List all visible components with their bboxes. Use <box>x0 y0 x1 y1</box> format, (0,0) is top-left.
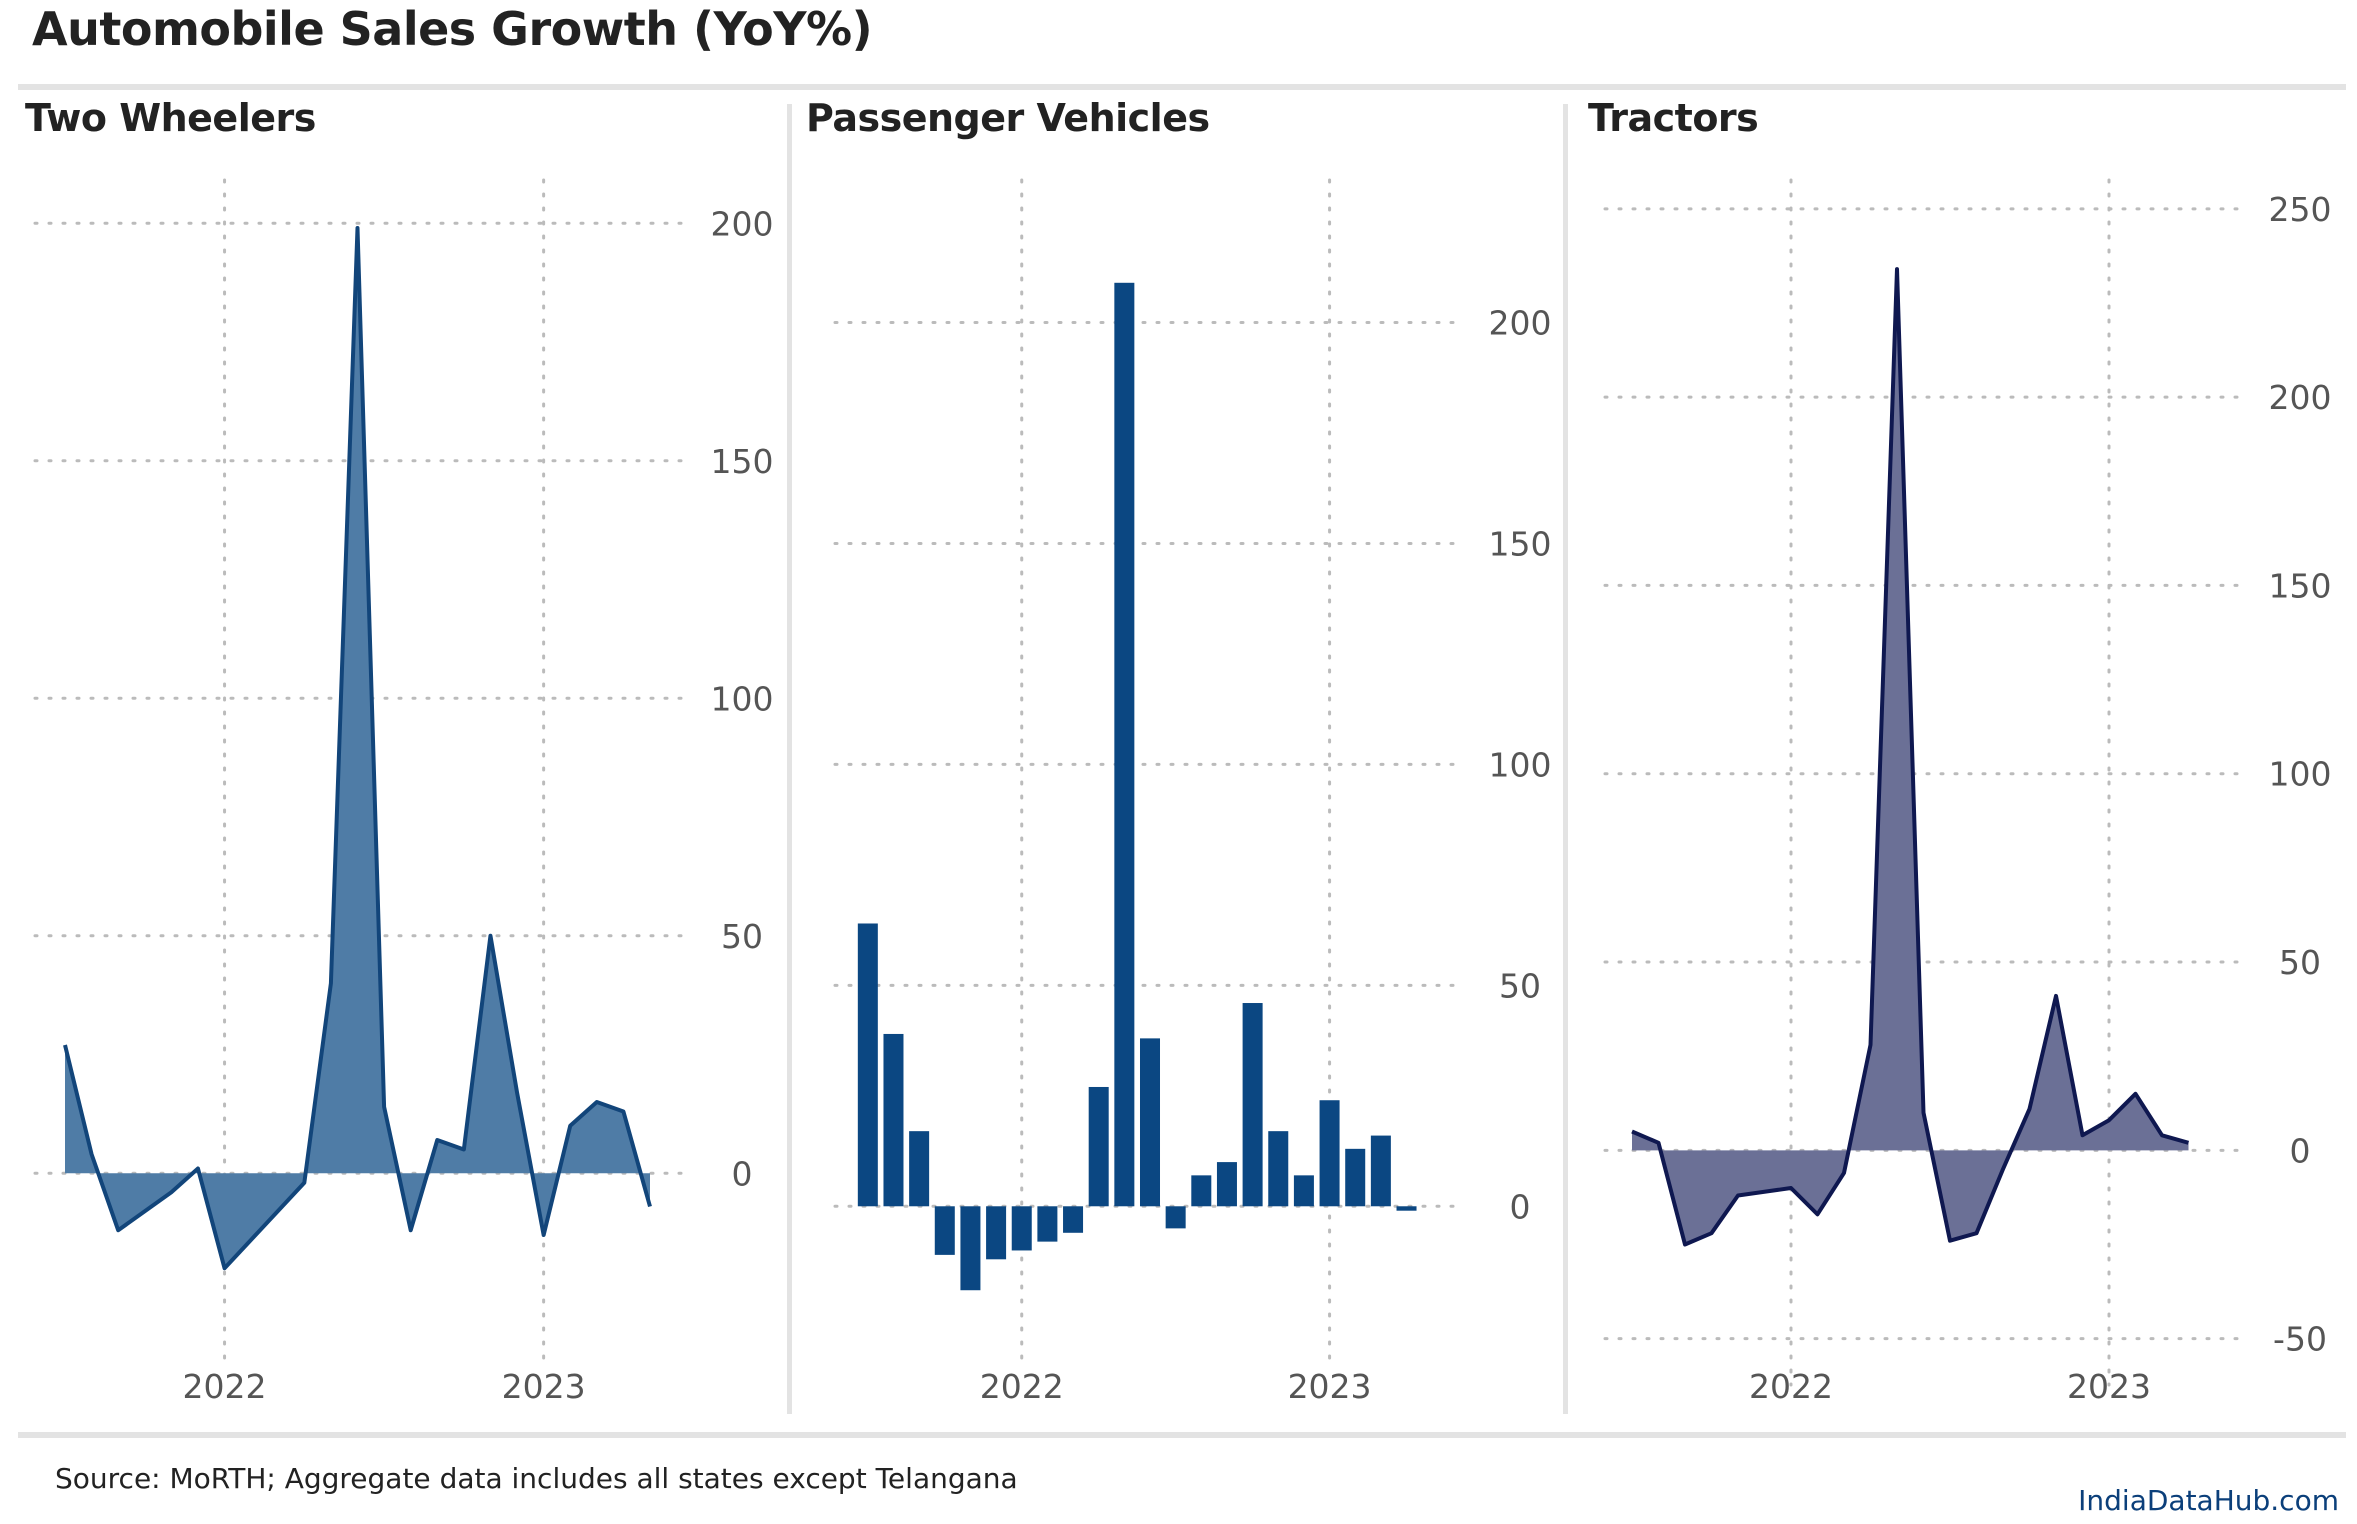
panel-1-plot: 0 50 100 150 200 2022 2023 <box>833 178 1552 1406</box>
y-tick-label: 50 <box>1499 966 1541 1005</box>
y-tick-label: 0 <box>732 1154 753 1193</box>
panel-divider-2 <box>1563 104 1568 1414</box>
bar <box>1370 1135 1391 1207</box>
y-tick-label: 200 <box>711 204 774 243</box>
bar <box>1293 1175 1314 1207</box>
bar <box>960 1206 981 1291</box>
y-tick-label: 250 <box>2269 190 2332 229</box>
area-fill <box>65 228 650 1269</box>
x-tick-label: 2022 <box>980 1367 1064 1406</box>
bar <box>1345 1148 1366 1207</box>
y-tick-label: 200 <box>2269 378 2332 417</box>
bar <box>1319 1100 1340 1207</box>
bar <box>1063 1206 1084 1233</box>
source-note: Source: MoRTH; Aggregate data includes a… <box>55 1462 1018 1495</box>
brand-link[interactable]: IndiaDataHub.com <box>2078 1484 2339 1517</box>
panel-title-passenger-vehicles: Passenger Vehicles <box>806 96 1210 140</box>
y-tick-label: 100 <box>711 679 774 718</box>
bar <box>909 1131 930 1207</box>
bar <box>1216 1162 1237 1207</box>
y-tick-label: 50 <box>721 917 763 956</box>
bar <box>986 1206 1007 1260</box>
y-tick-label: 100 <box>2269 755 2332 794</box>
x-tick-label: 2023 <box>502 1367 586 1406</box>
bar <box>1165 1206 1186 1229</box>
bar <box>1242 1003 1263 1207</box>
bar <box>1114 282 1135 1207</box>
bar <box>857 923 878 1207</box>
series-line <box>1631 267 2190 1247</box>
x-tick-label: 2022 <box>183 1367 267 1406</box>
bottom-rule <box>18 1432 2346 1438</box>
y-tick-label: 150 <box>711 442 774 481</box>
top-rule <box>18 84 2346 90</box>
x-tick-label: 2023 <box>1288 1367 1372 1406</box>
bar <box>1396 1206 1417 1211</box>
panel-title-two-wheelers: Two Wheelers <box>25 96 316 140</box>
bar <box>1037 1206 1058 1242</box>
y-tick-label: 0 <box>1510 1187 1531 1226</box>
bar <box>1191 1175 1212 1207</box>
panel-0-plot: 0 50 100 150 200 2022 2023 <box>33 178 774 1406</box>
bar <box>1268 1131 1289 1207</box>
series-line <box>63 226 652 1271</box>
y-tick-label: 200 <box>1489 304 1552 343</box>
y-tick-label: 0 <box>2290 1131 2311 1170</box>
bar <box>1088 1086 1109 1207</box>
area-fill <box>1632 269 2189 1245</box>
y-tick-label: 150 <box>2269 566 2332 605</box>
y-tick-label: 100 <box>1489 745 1552 784</box>
bar <box>934 1206 955 1255</box>
x-tick-label: 2022 <box>1749 1367 1833 1406</box>
panel-divider-1 <box>787 104 792 1414</box>
y-tick-label: -50 <box>2273 1320 2327 1359</box>
panel-2-plot: -50 0 50 100 150 200 250 2022 2023 <box>1603 178 2332 1406</box>
y-tick-label: 150 <box>1489 524 1552 563</box>
bar <box>1011 1206 1032 1251</box>
y-tick-label: 50 <box>2279 943 2321 982</box>
bar <box>1139 1038 1161 1207</box>
panel-title-tractors: Tractors <box>1588 96 1759 140</box>
bar <box>883 1033 904 1207</box>
chart-title: Automobile Sales Growth (YoY%) <box>32 2 873 56</box>
x-tick-label: 2023 <box>2067 1367 2151 1406</box>
